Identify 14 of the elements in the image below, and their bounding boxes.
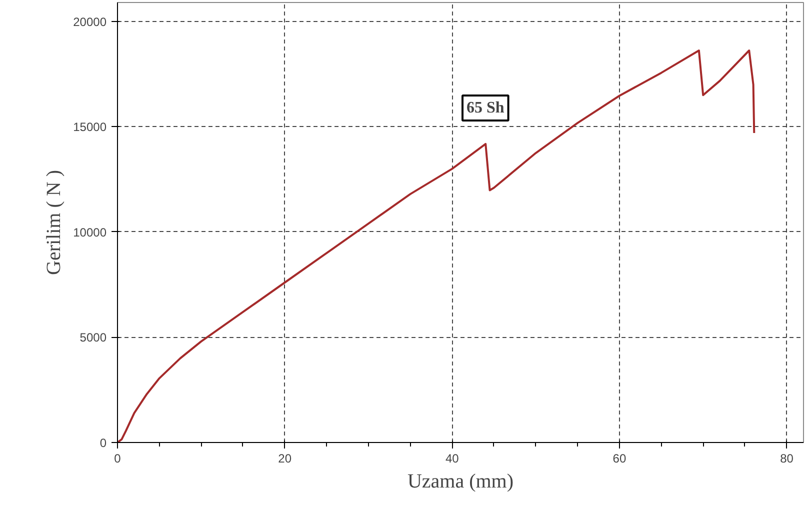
y-axis-title: Gerilim ( N ) (43, 170, 66, 275)
annotation: 65 Sh (466, 100, 504, 116)
x-tick-label: 60 (612, 452, 626, 466)
x-tick-label: 40 (445, 452, 460, 466)
y-tick-label: 20000 (73, 14, 107, 29)
y-tick-label: 0 (100, 436, 107, 450)
y-tick-label: 10000 (73, 225, 107, 240)
line-series (118, 50, 756, 442)
y-tick-label: 5000 (80, 330, 107, 345)
x-tick-label: 0 (114, 452, 122, 466)
x-axis-title: Uzama (mm) (407, 470, 514, 492)
x-tick-label: 20 (278, 452, 292, 466)
x-tick-label: 80 (780, 452, 794, 466)
y-tick-label: 15000 (73, 120, 107, 134)
